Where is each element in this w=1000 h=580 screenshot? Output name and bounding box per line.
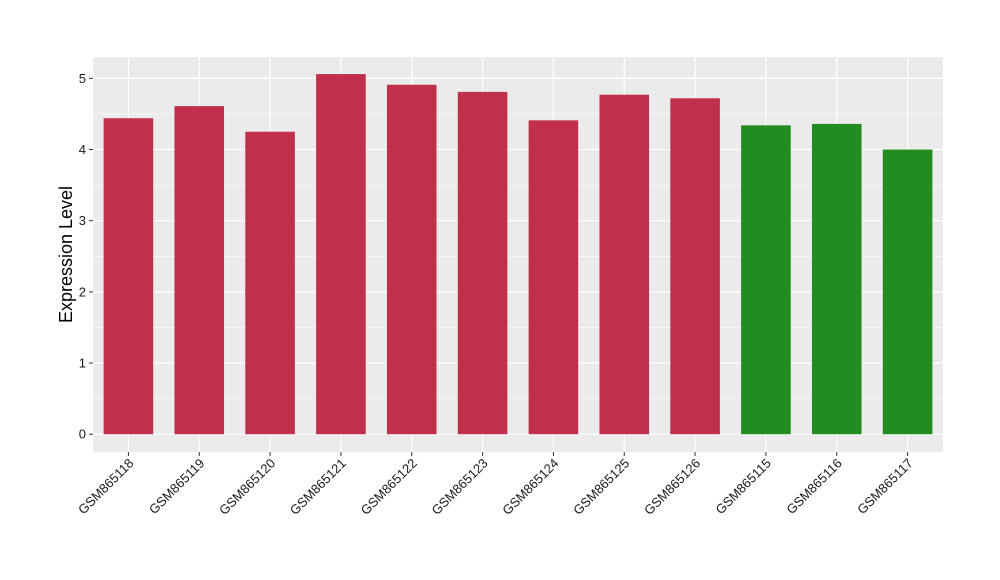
x-tick-label: GSM865118 [75,456,137,518]
x-tick-label: GSM865126 [641,456,703,518]
x-tick-label: GSM865122 [358,456,420,518]
x-tick-label: GSM865123 [428,456,490,518]
x-tick-label: GSM865121 [287,456,349,518]
plot-panel [93,57,943,452]
bar-GSM865126 [670,98,720,435]
y-axis: 0 1 2 3 4 5 [79,71,93,442]
y-tick-label: 5 [79,71,86,86]
minor-gridlines [93,113,943,399]
bar-GSM865123 [457,91,508,435]
x-tick-label: GSM865115 [712,456,774,518]
bar-GSM865115 [741,125,791,435]
y-tick-label: 0 [79,427,86,442]
y-axis-title: Expression Level [56,186,76,323]
bars [103,74,933,435]
y-tick-label: 4 [79,142,86,157]
bar-GSM865124 [528,120,579,435]
bar-GSM865125 [599,94,650,435]
bar-GSM865120 [245,131,295,435]
bar-GSM865121 [316,74,366,435]
bar-GSM865118 [103,118,154,435]
bar-GSM865117 [882,149,933,435]
x-tick-label: GSM865125 [570,456,632,518]
x-tick-label: GSM865124 [499,456,561,518]
y-tick-label: 2 [79,284,86,299]
bar-GSM865122 [386,84,437,435]
y-tick-label: 3 [79,213,86,228]
bar-GSM865119 [174,106,225,435]
y-tick-label: 1 [79,356,86,371]
bar-GSM865116 [811,123,862,435]
x-tick-label: GSM865116 [783,456,845,518]
x-tick-label: GSM865117 [854,456,916,518]
x-tick-label: GSM865120 [216,456,278,518]
x-tick-label: GSM865119 [146,456,208,518]
x-axis: GSM865118 GSM865119 GSM865120 GSM865121 GSM8… [75,452,916,518]
